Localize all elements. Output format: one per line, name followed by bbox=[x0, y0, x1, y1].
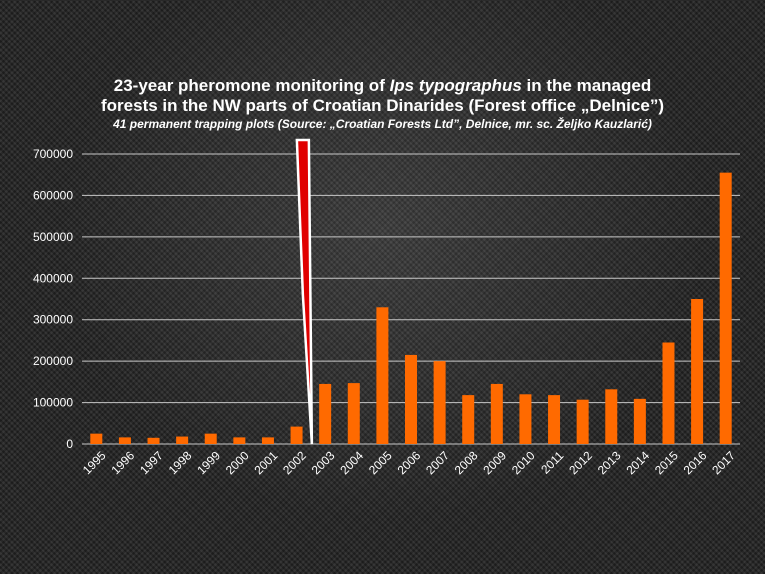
x-tick-label: 1998 bbox=[166, 448, 195, 477]
y-axis-tick-labels: 0 100000 200000 300000 400000 500000 600000 700… bbox=[33, 147, 73, 451]
x-tick-label: 2001 bbox=[252, 448, 281, 477]
bar bbox=[147, 437, 160, 444]
bar bbox=[662, 342, 675, 444]
bar bbox=[691, 299, 704, 444]
bar bbox=[576, 399, 589, 444]
bar bbox=[462, 395, 475, 444]
x-tick-label: 1999 bbox=[194, 448, 223, 477]
x-tick-label: 2017 bbox=[709, 448, 738, 477]
x-tick-label: 2006 bbox=[395, 448, 424, 477]
x-tick-label: 2011 bbox=[538, 448, 566, 476]
chart-title-line-1: 23-year pheromone monitoring of Ips typo… bbox=[113, 76, 652, 95]
bar bbox=[90, 433, 103, 444]
bar bbox=[204, 433, 217, 444]
x-tick-label: 2013 bbox=[595, 448, 624, 477]
bar bbox=[376, 307, 389, 444]
bars bbox=[90, 172, 732, 444]
chart-subtitle: 41 permanent trapping plots (Source: „Cr… bbox=[113, 117, 652, 131]
y-tick-label: 600000 bbox=[33, 188, 73, 202]
bar bbox=[605, 389, 618, 444]
marker-arrow-shape bbox=[295, 138, 314, 445]
bar bbox=[290, 426, 303, 444]
y-tick-label: 100000 bbox=[33, 396, 73, 410]
red-marker-arrow bbox=[295, 138, 314, 445]
x-tick-label: 2005 bbox=[366, 448, 395, 477]
bar bbox=[519, 394, 532, 444]
y-tick-label: 700000 bbox=[33, 147, 73, 161]
y-tick-label: 400000 bbox=[33, 271, 73, 285]
x-tick-label: 1997 bbox=[137, 448, 166, 477]
x-tick-label: 1996 bbox=[108, 448, 137, 477]
y-tick-label: 500000 bbox=[33, 230, 73, 244]
bar bbox=[233, 437, 246, 444]
x-tick-label: 2009 bbox=[480, 448, 509, 477]
x-tick-label: 2014 bbox=[623, 448, 652, 477]
x-tick-label: 2008 bbox=[452, 448, 481, 477]
bar bbox=[633, 398, 646, 444]
x-tick-label: 2004 bbox=[337, 448, 366, 477]
x-tick-label: 2000 bbox=[223, 448, 252, 477]
x-tick-label: 2015 bbox=[652, 448, 681, 477]
bar bbox=[118, 437, 131, 444]
y-tick-label: 300000 bbox=[33, 313, 73, 327]
x-tick-label: 2002 bbox=[280, 448, 309, 477]
x-tick-label: 2016 bbox=[681, 448, 710, 477]
chart-title-line-2: forests in the NW parts of Croatian Dina… bbox=[101, 96, 664, 115]
y-tick-label: 0 bbox=[66, 437, 73, 451]
chart-title-block: 23-year pheromone monitoring of Ips typo… bbox=[60, 76, 705, 132]
bar bbox=[405, 354, 417, 444]
x-tick-label: 2003 bbox=[309, 448, 338, 477]
x-tick-label: 2007 bbox=[423, 448, 452, 477]
x-tick-label: 2012 bbox=[566, 448, 595, 477]
bar bbox=[490, 383, 503, 444]
x-tick-label: 2010 bbox=[509, 448, 538, 477]
bar bbox=[176, 436, 189, 444]
bar bbox=[347, 383, 360, 444]
x-tick-label: 1995 bbox=[80, 448, 109, 477]
x-axis-tick-labels: 1995 1996 1997 1998 1999 2000 2001 2002 2003 2004… bbox=[80, 448, 738, 477]
bar bbox=[319, 383, 332, 444]
bar bbox=[719, 172, 732, 444]
bar bbox=[433, 361, 446, 444]
bar bbox=[548, 395, 561, 444]
y-tick-label: 200000 bbox=[33, 354, 73, 368]
bar bbox=[261, 437, 274, 444]
